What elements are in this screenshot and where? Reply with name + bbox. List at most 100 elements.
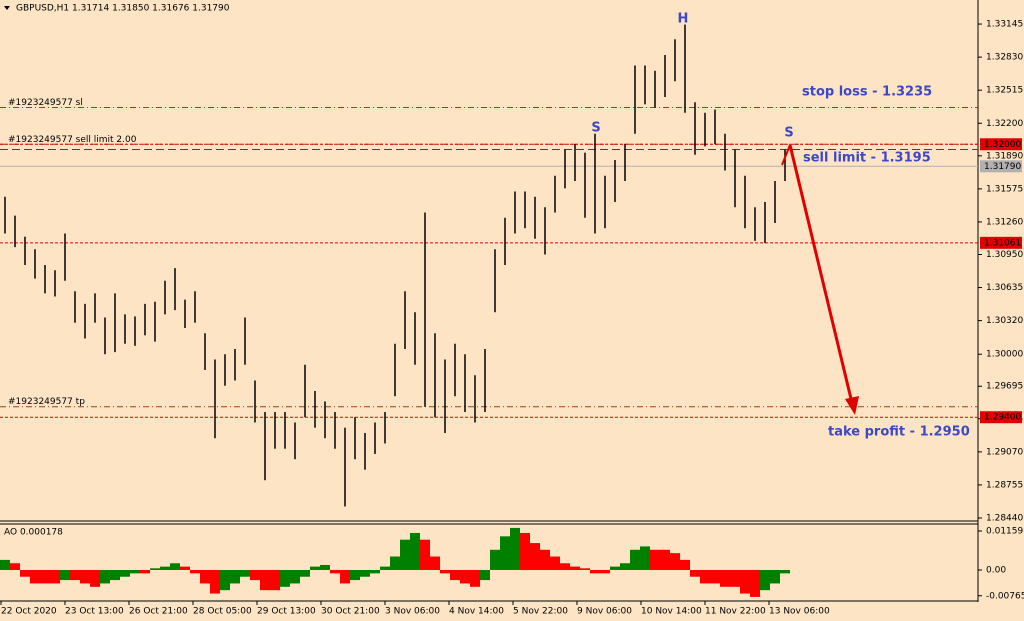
- ao-bar: [20, 569, 30, 577]
- y-tick-label: 1.28755: [986, 480, 1023, 490]
- ao-bar: [250, 569, 260, 581]
- ao-bar: [40, 569, 50, 584]
- ao-bar: [0, 559, 10, 570]
- ao-bar: [600, 569, 610, 574]
- ao-bar: [380, 566, 390, 570]
- ao-bar: [770, 569, 780, 584]
- ao-bar: [570, 566, 580, 570]
- y-tick-label: 1.32515: [986, 86, 1023, 96]
- y-tick-label: 1.29070: [986, 447, 1023, 457]
- ao-bar: [210, 569, 220, 594]
- order-label: #1923249577 tp: [8, 397, 85, 407]
- order-label: #1923249577 sl: [8, 98, 83, 108]
- ao-bar: [300, 569, 310, 577]
- ao-bar: [370, 569, 380, 574]
- ao-bar: [150, 568, 160, 570]
- ao-bar: [760, 569, 770, 591]
- ao-bar: [670, 553, 680, 570]
- ao-bar: [110, 569, 120, 581]
- ao-bar: [520, 532, 530, 570]
- ao-bar: [170, 563, 180, 570]
- order-label: #1923249577 sell limit 2.00: [8, 135, 137, 145]
- y-tick-label: 0.01159: [986, 526, 1023, 536]
- ao-bar: [350, 569, 360, 581]
- ao-bar: [60, 569, 70, 581]
- ao-bar: [540, 549, 550, 570]
- y-tick-label: -0.007657: [986, 591, 1024, 601]
- ao-bar: [30, 569, 40, 584]
- annotation: sell limit - 1.3195: [803, 151, 931, 166]
- ao-bar: [630, 549, 640, 570]
- ao-bar: [420, 539, 430, 570]
- price-box-label: 1.31061: [984, 238, 1021, 248]
- ao-bar: [510, 527, 520, 570]
- annotation: take profit - 1.2950: [828, 425, 970, 440]
- ao-bar: [270, 569, 280, 591]
- y-tick-label: 1.31260: [986, 217, 1023, 227]
- ao-bar: [290, 569, 300, 584]
- x-tick-label: 9 Nov 06:00: [577, 607, 632, 617]
- x-tick-label: 29 Oct 13:00: [257, 607, 316, 617]
- chart-title: GBPUSD,H1 1.31714 1.31850 1.31676 1.3179…: [16, 4, 230, 14]
- y-tick-label: 1.32200: [986, 119, 1023, 129]
- ao-bar: [730, 569, 740, 587]
- ao-bar: [710, 569, 720, 584]
- ao-bar: [220, 569, 230, 591]
- y-tick-label: 1.30950: [986, 250, 1023, 260]
- ao-bar: [340, 569, 350, 584]
- indicator-title: AO 0.000178: [4, 528, 63, 538]
- ao-bar: [700, 569, 710, 584]
- x-tick-label: 11 Nov 22:00: [705, 607, 766, 617]
- ao-bar: [280, 569, 290, 587]
- y-tick-label: 1.29695: [986, 382, 1023, 392]
- ao-bar: [550, 556, 560, 570]
- y-tick-label: 0.00: [986, 565, 1006, 575]
- ao-bar: [590, 569, 600, 574]
- ao-bar: [500, 536, 510, 570]
- ao-bar: [10, 563, 20, 570]
- ao-bar: [230, 569, 240, 584]
- ao-bar: [160, 566, 170, 570]
- pattern-label: S: [784, 126, 793, 141]
- price-box: [980, 236, 1022, 249]
- y-tick-label: 1.28440: [986, 514, 1023, 524]
- ao-bar: [310, 566, 320, 570]
- ao-bar: [580, 568, 590, 570]
- price-box: [980, 138, 1022, 151]
- ao-bar: [410, 532, 420, 570]
- ao-bar: [480, 569, 490, 581]
- ao-bar: [490, 549, 500, 570]
- ao-bar: [320, 564, 330, 570]
- ao-bar: [720, 569, 730, 587]
- ao-bar: [390, 556, 400, 570]
- ao-bar: [690, 569, 700, 577]
- ao-bar: [200, 569, 210, 584]
- arrow-head: [845, 396, 859, 415]
- ao-bar: [70, 569, 80, 581]
- menu-icon[interactable]: [4, 6, 10, 10]
- ao-bar: [610, 566, 620, 570]
- ao-bar: [400, 539, 410, 570]
- ao-bar: [330, 569, 340, 574]
- x-tick-label: 5 Nov 22:00: [513, 607, 568, 617]
- ao-bar: [120, 569, 130, 577]
- y-tick-label: 1.30635: [986, 283, 1023, 293]
- ao-bar: [360, 569, 370, 577]
- ao-bar: [620, 563, 630, 570]
- ao-bar: [450, 569, 460, 581]
- y-tick-label: 1.30000: [986, 350, 1023, 360]
- pattern-label: S: [591, 121, 600, 136]
- x-tick-label: 22 Oct 2020: [1, 607, 57, 617]
- ao-bar: [180, 566, 190, 570]
- x-tick-label: 23 Oct 13:00: [65, 607, 124, 617]
- ao-bar: [90, 569, 100, 587]
- pattern-label: H: [678, 12, 689, 27]
- ao-bar: [660, 549, 670, 570]
- ao-bar: [740, 569, 750, 594]
- x-tick-label: 28 Oct 05:00: [193, 607, 252, 617]
- ao-bar: [440, 569, 450, 574]
- x-tick-label: 26 Oct 21:00: [129, 607, 188, 617]
- ao-bar: [240, 569, 250, 577]
- ao-bar: [780, 569, 790, 574]
